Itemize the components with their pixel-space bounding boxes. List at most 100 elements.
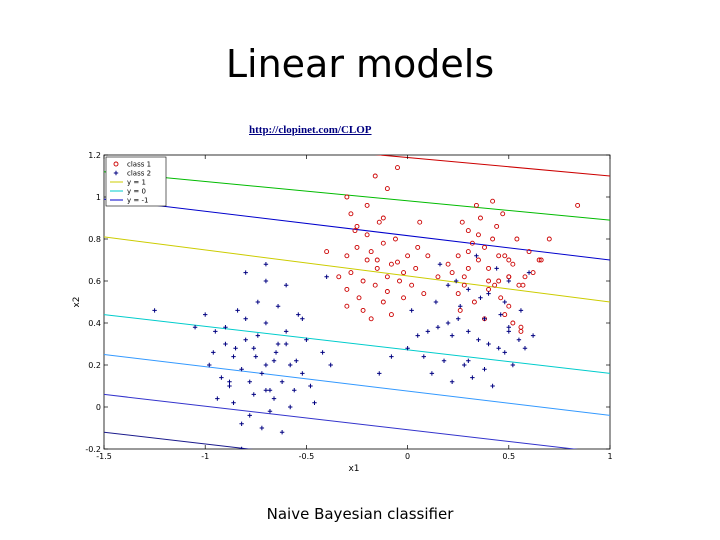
class1-point <box>368 249 374 255</box>
legend-label: y = 0 <box>127 188 146 196</box>
x-axis-label: x1 <box>348 464 359 474</box>
plot-area <box>103 154 611 450</box>
class2-point <box>482 367 487 372</box>
class1-point <box>344 253 350 259</box>
class1-point <box>510 320 516 326</box>
class1-point <box>372 173 378 179</box>
class1-point <box>475 232 481 238</box>
class2-point <box>425 329 431 334</box>
class1-point <box>498 295 504 301</box>
class1-point <box>506 303 512 309</box>
class2-point <box>259 425 265 431</box>
class2-point <box>273 350 279 355</box>
class2-point <box>433 299 439 305</box>
class2-point <box>271 396 277 401</box>
class2-point <box>462 362 467 368</box>
class2-point <box>223 341 228 347</box>
class2-point <box>279 379 285 384</box>
class2-point <box>530 333 536 338</box>
y-tick-label: 0.4 <box>88 319 101 328</box>
class2-point <box>498 312 503 317</box>
class2-point <box>279 430 285 435</box>
x-tick-label: -1 <box>201 452 209 461</box>
legend-label: class 2 <box>127 170 151 178</box>
class1-point <box>384 289 390 294</box>
y-tick-label: 0.6 <box>88 277 101 286</box>
class2-point <box>253 354 258 359</box>
class1-point <box>401 295 407 301</box>
class1-point <box>502 253 508 259</box>
class1-point <box>356 295 362 301</box>
class2-point <box>259 371 265 376</box>
class2-point <box>453 278 459 284</box>
class1-point <box>538 257 544 263</box>
class1-point <box>486 265 492 271</box>
class2-point <box>474 253 479 258</box>
class2-point <box>405 346 410 351</box>
class2-point <box>283 283 289 288</box>
x-tick-label: 0 <box>405 452 410 461</box>
class1-point <box>449 270 455 276</box>
class1-point <box>490 198 496 204</box>
class2-point <box>320 350 325 355</box>
class1-point <box>354 244 360 250</box>
decision-contours <box>104 155 610 449</box>
class1-point <box>417 219 423 225</box>
class2-point <box>271 358 277 363</box>
class2-point <box>458 304 463 309</box>
class1-point <box>475 257 481 263</box>
class1-point <box>455 253 461 259</box>
class1-point <box>405 253 411 259</box>
class2-point <box>215 396 220 401</box>
legend-label: class 1 <box>127 161 151 169</box>
class1-point <box>471 299 477 305</box>
class2-point <box>466 329 471 334</box>
class2-point <box>506 278 511 284</box>
class2-point <box>300 316 305 321</box>
x-tick-label: -0.5 <box>299 452 315 461</box>
contour-line-7 <box>104 431 253 449</box>
y-tick-label: 0.2 <box>88 361 101 370</box>
class2-point <box>441 358 447 363</box>
x-tick-label: 1 <box>607 452 612 461</box>
class1-point <box>506 257 512 263</box>
class1-point <box>445 261 451 267</box>
class2-point <box>275 341 281 347</box>
class2-point <box>449 379 455 384</box>
class2-point <box>409 308 414 313</box>
class2-point <box>243 337 248 342</box>
class1-point <box>348 270 354 276</box>
class2-point <box>466 287 471 292</box>
class2-point <box>377 371 382 376</box>
class2-point <box>243 270 248 275</box>
class2-point <box>494 266 499 271</box>
class2-point <box>506 329 511 334</box>
class2-point <box>421 354 426 359</box>
class2-point <box>263 320 269 326</box>
class2-point <box>506 325 511 330</box>
class1-point <box>461 274 467 280</box>
class1-point <box>546 236 552 242</box>
class1-point <box>465 249 471 255</box>
class2-point <box>324 274 329 279</box>
class1-point <box>496 278 502 284</box>
clop-url-link[interactable]: http://clopinet.com/CLOP <box>249 124 372 136</box>
class2-point <box>476 337 481 342</box>
class2-point <box>486 341 491 347</box>
class1-point <box>384 274 390 280</box>
scatter-chart: -1.5 -1 -0.5 0 0.5 1 -0.2 0 0.2 0.4 0.6 0.8 1 1.2 x1… <box>72 151 613 474</box>
class2-point <box>239 446 244 449</box>
y-tick-label: 0.8 <box>88 235 101 244</box>
contour-line-4 <box>104 314 610 374</box>
class1-point <box>459 219 465 225</box>
class2-point <box>429 371 435 376</box>
class1-point <box>344 286 350 292</box>
class1-point <box>348 211 354 217</box>
class2-point <box>231 354 236 359</box>
class1-point <box>360 278 366 284</box>
class1-point <box>376 219 382 225</box>
class1-point <box>455 291 461 297</box>
legend-label: y = -1 <box>127 197 148 205</box>
class2-point <box>445 320 451 326</box>
class2-point <box>288 362 293 368</box>
